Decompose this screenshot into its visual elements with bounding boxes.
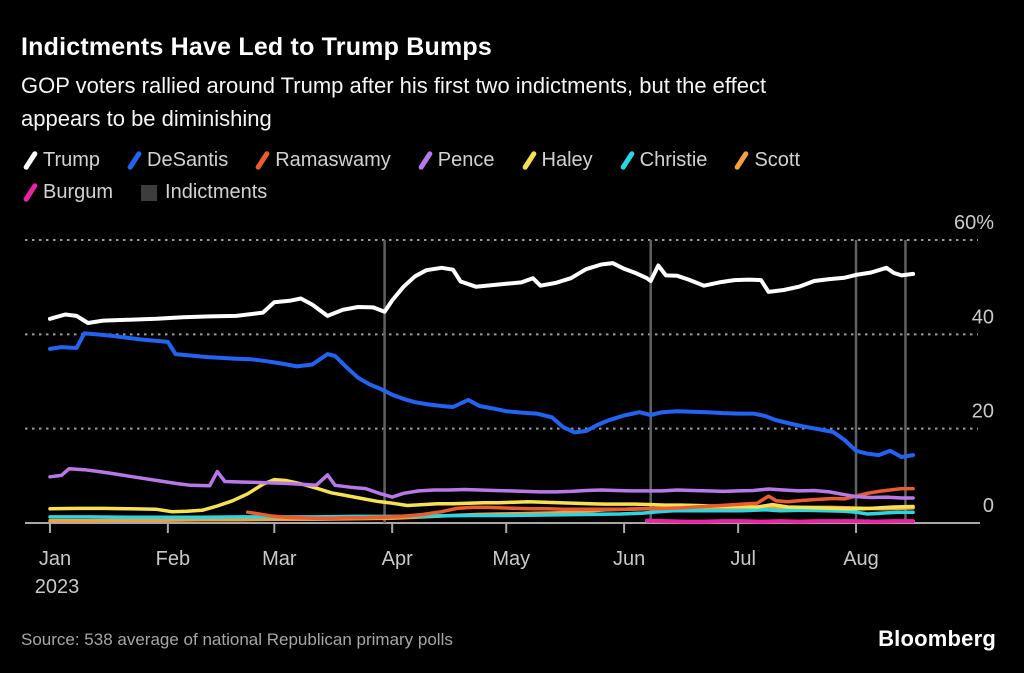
legend-label: Burgum [43,181,114,203]
legend-label: Trump [43,149,101,171]
series-line-christie [48,508,915,520]
legend-label: Pence [437,149,495,171]
y-axis-label-20: 20 [972,401,994,423]
legend-item-ramaswamy[interactable]: Ramaswamy [254,149,391,172]
legend-row-2: Burgum Indictments [22,181,267,204]
bloomberg-logo: Bloomberg [878,626,996,651]
legend-square-swatch-indictments [141,184,158,201]
y-axis-label-60: 60% [954,212,994,234]
series-line-ramaswamy [245,486,915,521]
legend-label: DeSantis [147,149,229,171]
series-line-pence [48,467,915,500]
series-line-trump [48,261,916,325]
legend-item-christie[interactable]: Christie [619,149,708,172]
y-axis-label-40: 40 [972,306,994,328]
legend-item-trump[interactable]: Trump [22,149,101,172]
chart-title: Indictments Have Led to Trump Bumps [21,33,492,61]
legend-row-1: Trump DeSantis Ramaswamy Pence Haley Christie… [22,149,800,172]
legend-item-desantis[interactable]: DeSantis [126,149,229,172]
chart-subtitle: GOP voters rallied around Trump after hi… [21,69,766,135]
legend-item-pence[interactable]: Pence [417,149,495,172]
y-axis-label-0: 0 [983,495,994,517]
source-note: Source: 538 average of national Republic… [21,630,453,649]
series-line-desantis [48,331,916,459]
legend-label: Indictments [165,181,268,203]
x-axis-label-feb: Feb [156,548,190,570]
x-axis-label-mar: Mar [262,548,297,570]
legend-label: Christie [639,149,708,171]
legend-item-haley[interactable]: Haley [521,149,593,172]
chart-subtitle-line1: GOP voters rallied around Trump after hi… [21,73,767,98]
x-axis-label-aug: Aug [843,548,879,570]
legend-label: Ramaswamy [275,149,391,171]
legend-label: Haley [541,149,593,171]
x-axis-label-apr: Apr [382,548,413,570]
legend-item-scott[interactable]: Scott [734,149,800,172]
legend-item-indictments[interactable]: Indictments [140,181,267,204]
legend-item-burgum[interactable]: Burgum [22,181,114,204]
chart-subtitle-line2: appears to be diminishing [21,106,272,131]
x-axis-year-label: 2023 [35,576,80,598]
x-axis-label-jun: Jun [613,548,645,570]
x-axis-label-jan: Jan [39,548,71,570]
series-line-burgum [644,518,916,524]
x-axis-label-may: May [492,548,530,570]
x-axis-label-jul: Jul [730,548,756,570]
legend-label: Scott [754,149,801,171]
series-line-haley [48,477,915,514]
